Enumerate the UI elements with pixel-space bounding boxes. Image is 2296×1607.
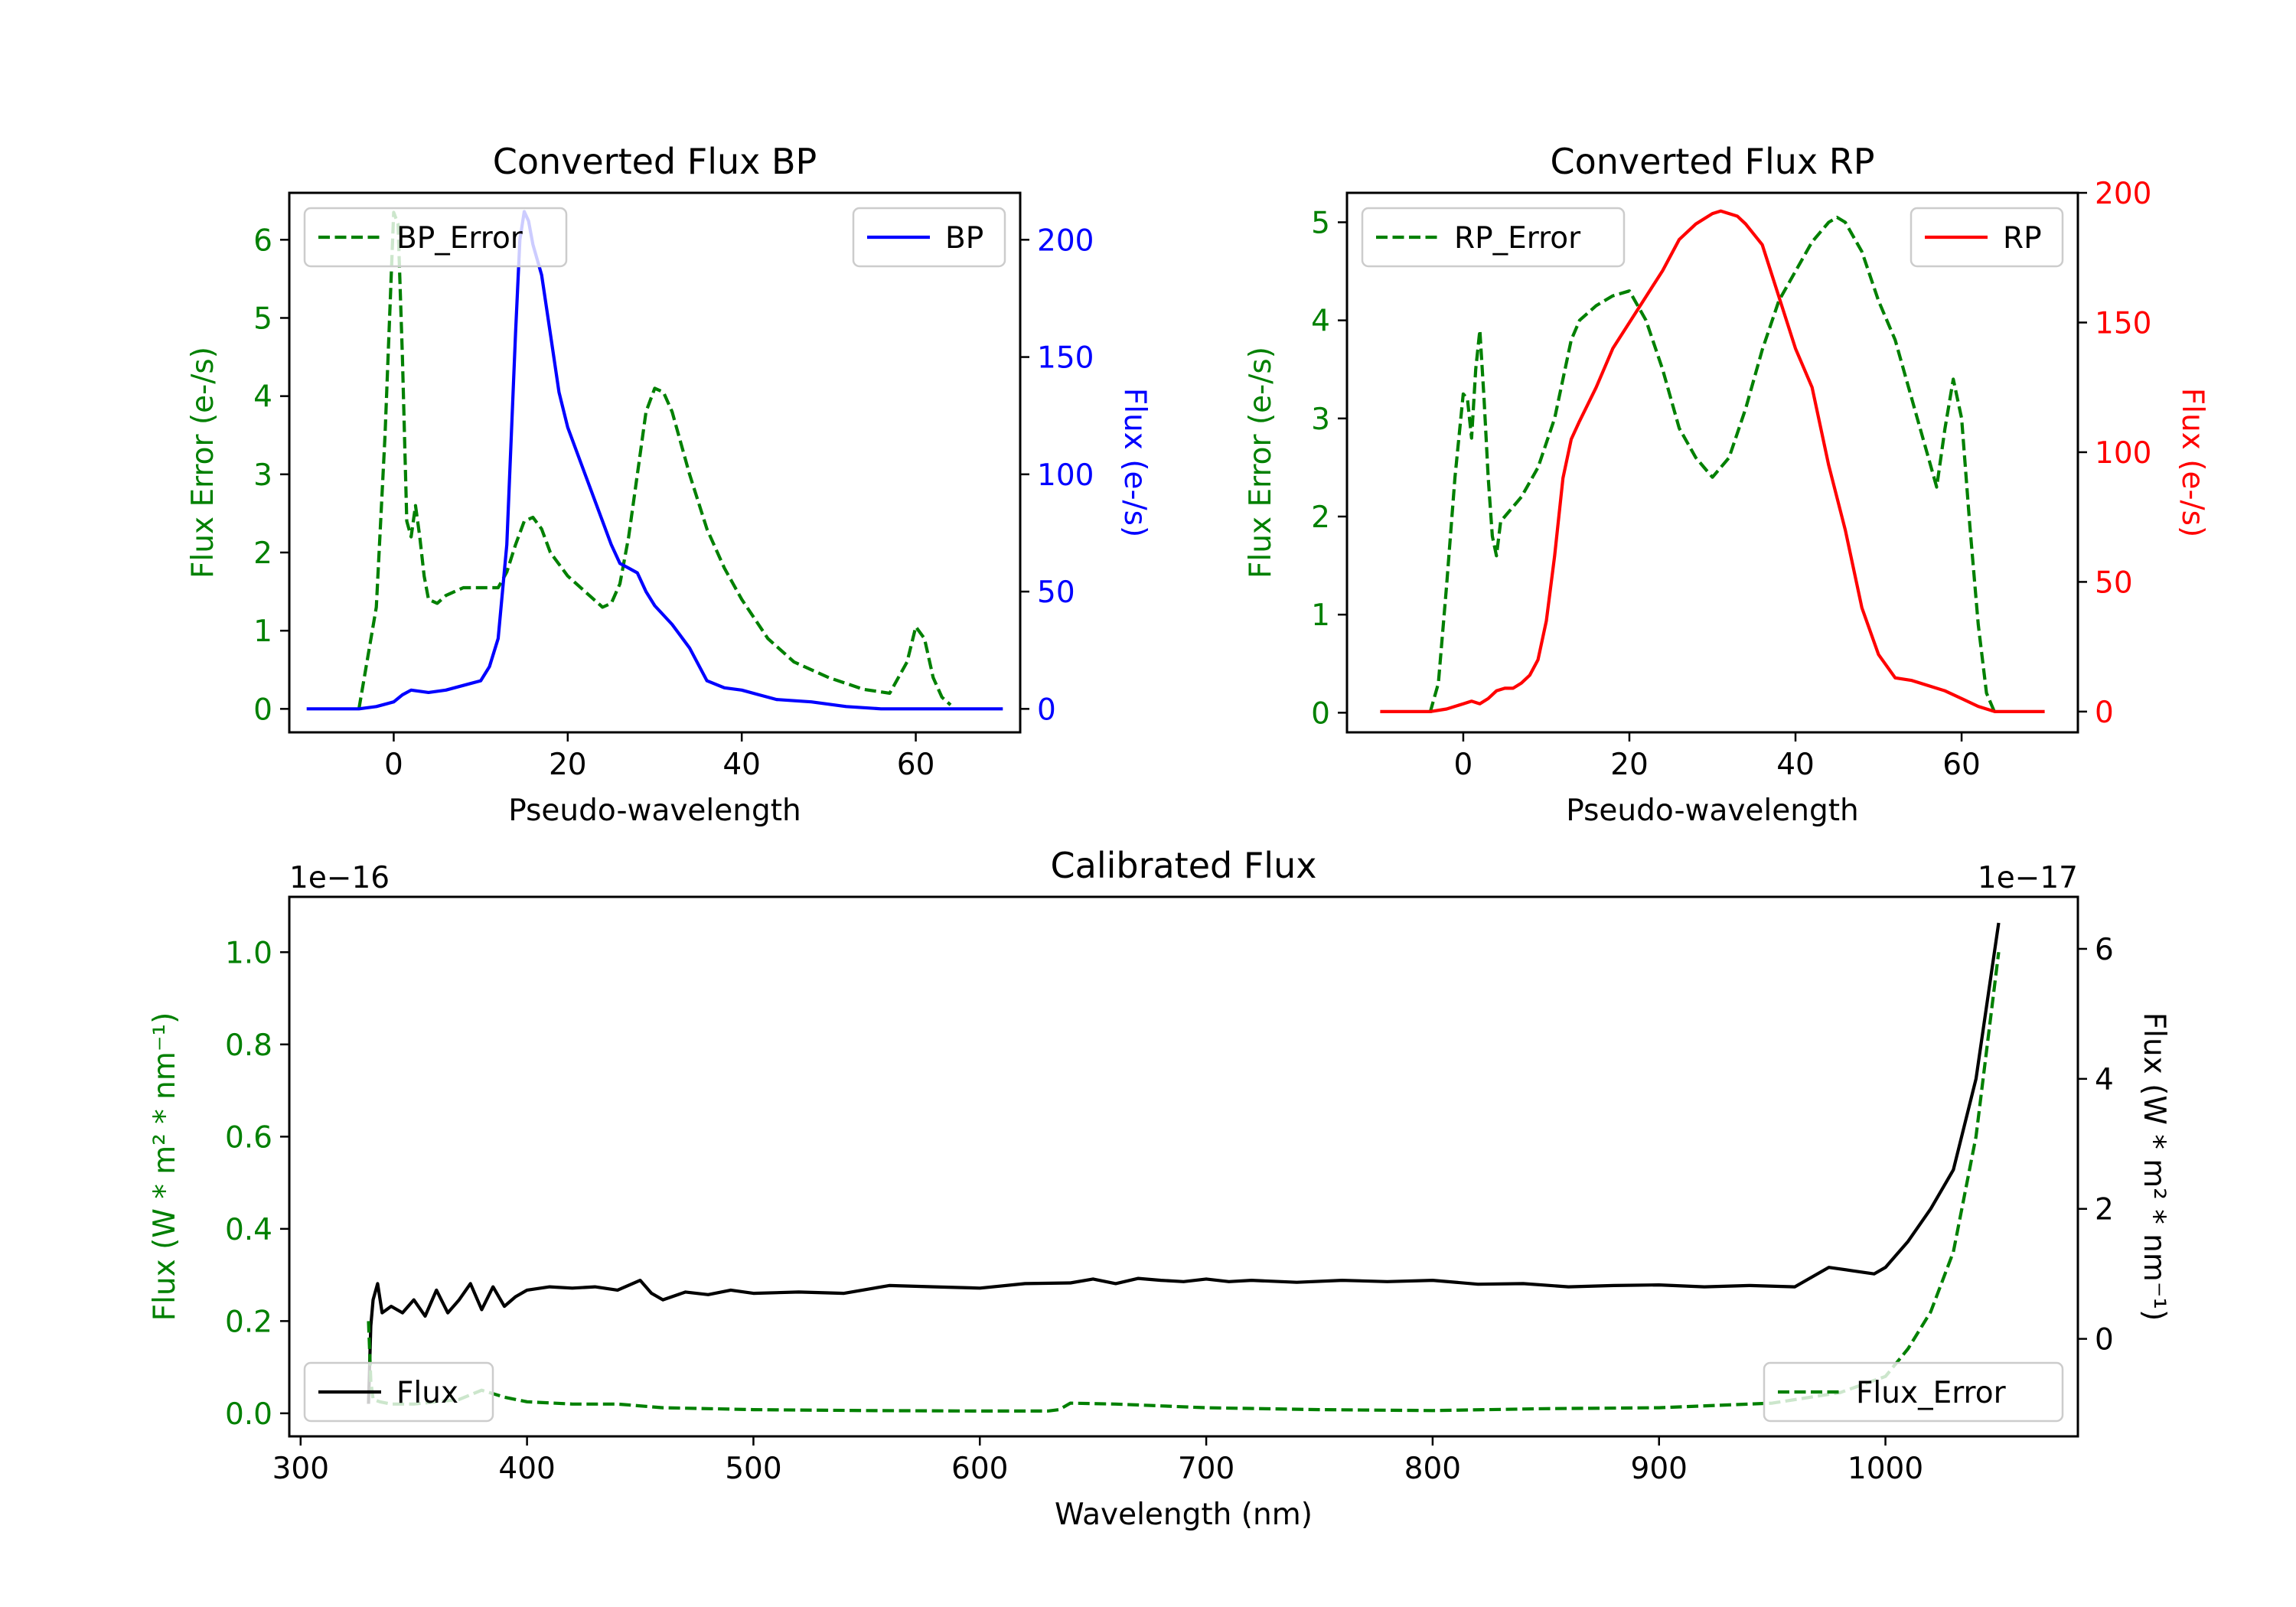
y-left-tick-label: 0 — [253, 693, 272, 727]
chart-title: Converted Flux BP — [493, 141, 817, 182]
legend-box — [1763, 1361, 2064, 1423]
series-line-rp-error — [1428, 215, 1997, 714]
x-tick-label: 800 — [1404, 1452, 1461, 1486]
y-left-tick-label: 0.6 — [225, 1120, 272, 1155]
legend-bp-error: BP_Error — [303, 207, 568, 268]
series-line-bp-error — [357, 210, 952, 709]
y-left-axis-label: Flux (W * m² * nm⁻¹) — [148, 1012, 182, 1322]
legend-label: RP_Error — [1454, 221, 1581, 256]
legend-bp: BP — [852, 207, 1006, 268]
y-right-axis-label: Flux (e-/s) — [1117, 388, 1152, 537]
legend-label: BP_Error — [396, 221, 523, 256]
y-left-tick-label: 1 — [1311, 598, 1330, 633]
y-left-tick-label: 3 — [1311, 403, 1330, 437]
y-left-tick-label: 3 — [253, 458, 272, 493]
legend-flux: Flux — [303, 1361, 494, 1423]
y-left-tick-label: 4 — [1311, 305, 1330, 339]
y-left-tick-label: 5 — [253, 302, 272, 336]
legend-rp-error: RP_Error — [1361, 207, 1626, 268]
x-axis-label: Wavelength (nm) — [1055, 1498, 1313, 1532]
y-right-axis-label: Flux (W * m² * nm⁻¹) — [2137, 1012, 2171, 1322]
legend-box — [1361, 207, 1626, 268]
y-left-tick-label: 6 — [253, 223, 272, 258]
y-right-tick-label: 2 — [2095, 1193, 2114, 1227]
x-tick-label: 0 — [1454, 748, 1473, 782]
x-tick-label: 600 — [951, 1452, 1008, 1486]
series-line-rp — [1380, 209, 2045, 714]
y-left-offset-label: 1e−16 — [289, 861, 390, 895]
y-right-tick-label: 150 — [2095, 306, 2151, 341]
y-right-tick-label: 4 — [2095, 1063, 2114, 1097]
y-left-tick-label: 0.2 — [225, 1305, 272, 1339]
y-right-offset-label: 1e−17 — [1978, 861, 2078, 895]
y-right-tick-label: 100 — [2095, 436, 2151, 471]
y-right-tick-label: 100 — [1037, 458, 1094, 493]
x-tick-label: 20 — [1610, 748, 1649, 782]
x-tick-label: 0 — [384, 748, 403, 782]
y-right-tick-label: 6 — [2095, 933, 2114, 967]
series-line-flux — [367, 922, 2001, 1404]
x-tick-label: 1000 — [1848, 1452, 1923, 1486]
y-left-axis-label: Flux Error (e-/s) — [1244, 347, 1278, 579]
series-line-bp — [306, 210, 1003, 711]
x-tick-label: 900 — [1631, 1452, 1688, 1486]
x-tick-label: 700 — [1178, 1452, 1234, 1486]
plot-frame — [1345, 191, 2079, 734]
y-right-tick-label: 50 — [1037, 575, 1075, 610]
x-axis-label: Pseudo-wavelength — [508, 794, 801, 828]
x-tick-label: 20 — [549, 748, 587, 782]
y-left-tick-label: 1.0 — [225, 936, 272, 970]
y-right-tick-label: 0 — [2095, 696, 2114, 730]
y-left-tick-label: 2 — [253, 536, 272, 571]
series-group — [306, 210, 1003, 711]
legend-rp: RP — [1910, 207, 2064, 268]
plot-frame — [288, 895, 2079, 1438]
legend-flux-error: Flux_Error — [1763, 1361, 2064, 1423]
x-tick-label: 40 — [722, 748, 761, 782]
y-left-tick-label: 2 — [1311, 500, 1330, 535]
y-left-tick-label: 4 — [253, 380, 272, 415]
y-left-tick-label: 0 — [1311, 696, 1330, 731]
x-tick-label: 60 — [1942, 748, 1981, 782]
x-tick-label: 300 — [272, 1452, 329, 1486]
x-tick-label: 40 — [1776, 748, 1815, 782]
chart-title: Calibrated Flux — [1051, 845, 1317, 886]
x-axis-label: Pseudo-wavelength — [1566, 794, 1858, 828]
legend-box — [303, 1361, 494, 1423]
y-right-axis-label: Flux (e-/s) — [2175, 388, 2210, 537]
x-tick-label: 400 — [498, 1452, 555, 1486]
legend-label: Flux — [396, 1376, 458, 1410]
y-left-tick-label: 0.4 — [225, 1213, 272, 1247]
y-right-tick-label: 50 — [2095, 566, 2133, 600]
y-right-tick-label: 0 — [2095, 1323, 2114, 1358]
plot-frame — [288, 191, 1022, 734]
y-left-tick-label: 0.0 — [225, 1397, 272, 1432]
chart-title: Converted Flux RP — [1551, 141, 1875, 182]
y-right-tick-label: 200 — [1037, 223, 1094, 258]
y-left-tick-label: 1 — [253, 614, 272, 649]
x-tick-label: 500 — [725, 1452, 781, 1486]
series-group — [1380, 209, 2045, 714]
legend-label: BP — [945, 221, 983, 256]
y-right-tick-label: 200 — [2095, 177, 2151, 211]
legend-label: RP — [2003, 221, 2042, 256]
legend-box — [303, 207, 568, 268]
y-left-axis-label: Flux Error (e-/s) — [186, 347, 220, 579]
legend-label: Flux_Error — [1856, 1376, 2007, 1410]
y-right-tick-label: 150 — [1037, 341, 1094, 376]
y-left-tick-label: 5 — [1311, 206, 1330, 240]
x-tick-label: 60 — [897, 748, 935, 782]
chart-panel-3: 300 400 500 600 700 800 900 1000 0.0 0.2 0.4 0.6 0.8… — [148, 845, 2171, 1532]
y-left-tick-label: 0.8 — [225, 1028, 272, 1063]
y-right-tick-label: 0 — [1037, 693, 1056, 727]
